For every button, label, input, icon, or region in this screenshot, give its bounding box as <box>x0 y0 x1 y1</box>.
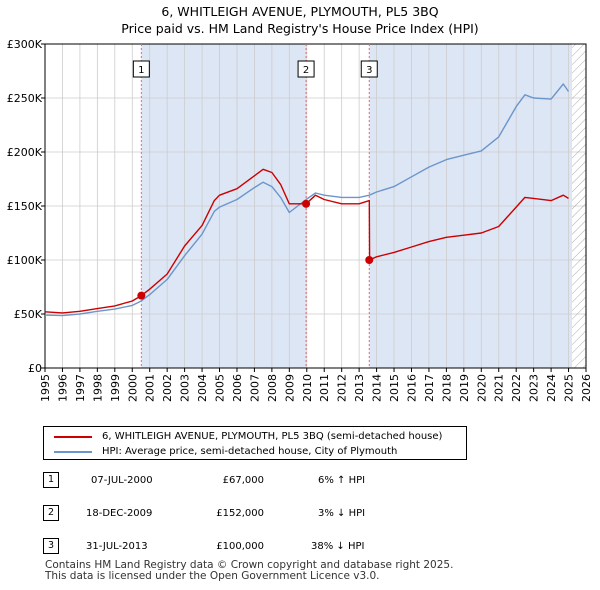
table-row: 1 07-JUL-2000 £67,000 6% ↑ HPI <box>0 472 600 492</box>
legend-item-property: 6, WHITLEIGH AVENUE, PLYMOUTH, PL5 3BQ (… <box>54 429 442 444</box>
x-tick-label: 2021 <box>493 374 506 402</box>
sale-marker-box <box>297 60 315 78</box>
footer-copyright: Contains HM Land Registry data © Crown c… <box>45 559 454 571</box>
table-row: 2 18-DEC-2009 £152,000 3% ↓ HPI <box>0 505 600 525</box>
sale-price: £152,000 <box>216 508 264 519</box>
x-tick-label: 1997 <box>74 374 87 402</box>
x-tick-label: 2015 <box>388 374 401 402</box>
sale-hpi-diff: 3% ↓ HPI <box>318 508 366 519</box>
x-tick-label: 1996 <box>56 374 69 402</box>
footer-credits: Contains HM Land Registry data © Crown c… <box>45 560 453 582</box>
sale-date: 18-DEC-2009 <box>86 508 153 519</box>
y-tick-label: £100K <box>7 254 43 267</box>
y-tick-label: £150K <box>7 200 43 213</box>
y-tick-label: £250K <box>7 92 43 105</box>
y-tick-label: £50K <box>14 308 43 321</box>
x-tick-label: 2012 <box>336 374 349 402</box>
x-tick-label: 2005 <box>214 374 227 402</box>
x-tick-label: 2025 <box>563 374 576 402</box>
x-tick-label: 2010 <box>301 374 314 402</box>
x-tick-label: 2008 <box>266 374 279 402</box>
price-chart: £0 £50K £100K £150K £200K £250K £300K 1995 1996 1… <box>7 38 593 402</box>
x-tick-label: 2022 <box>510 374 523 402</box>
x-tick-label: 2006 <box>231 374 244 402</box>
x-tick-label: 2016 <box>405 374 418 402</box>
y-tick-label: £300K <box>7 38 43 51</box>
x-tick-label: 2023 <box>528 374 541 402</box>
x-tick-label: 2003 <box>179 374 192 402</box>
chart-subtitle: Price paid vs. HM Land Registry's House … <box>121 21 479 36</box>
x-tick-label: 2013 <box>353 374 366 402</box>
legend-swatch-hpi <box>54 450 92 453</box>
sale-number-badge: 1 <box>43 472 59 488</box>
sale-price: £100,000 <box>216 541 264 552</box>
sale-point <box>137 291 146 300</box>
sale-number-badge: 3 <box>43 538 59 554</box>
sale-date: 31-JUL-2013 <box>86 541 148 552</box>
x-tick-label: 2000 <box>126 374 139 402</box>
x-tick-label: 2026 <box>580 374 593 402</box>
x-tick-label: 2014 <box>371 374 384 402</box>
sale-point <box>365 256 374 264</box>
chart-legend: 6, WHITLEIGH AVENUE, PLYMOUTH, PL5 3BQ (… <box>43 426 467 460</box>
sale-date: 07-JUL-2000 <box>91 475 153 486</box>
property-price-line <box>44 168 569 314</box>
y-tick-label: £0 <box>28 362 42 375</box>
legend-label-hpi: HPI: Average price, semi-detached house,… <box>102 446 398 457</box>
sale-number-badge: 2 <box>43 505 59 521</box>
x-tick-label: 2019 <box>458 374 471 402</box>
hpi-line <box>44 83 570 317</box>
legend-swatch-property <box>54 435 92 438</box>
sale-hpi-diff: 6% ↑ HPI <box>318 475 366 486</box>
x-tick-label: 2007 <box>248 374 261 402</box>
table-row: 3 31-JUL-2013 £100,000 38% ↓ HPI <box>0 538 600 558</box>
sale-price: £67,000 <box>222 475 264 486</box>
sale-marker-box <box>360 60 378 78</box>
x-tick-label: 2001 <box>144 374 157 402</box>
projection-hatch <box>572 44 586 368</box>
sale-marker-number: 3 <box>366 65 372 76</box>
x-tick-label: 2024 <box>545 374 558 402</box>
x-tick-label: 2011 <box>318 374 331 402</box>
legend-label-property: 6, WHITLEIGH AVENUE, PLYMOUTH, PL5 3BQ (… <box>102 431 443 442</box>
footer-license: This data is licensed under the Open Gov… <box>45 570 380 582</box>
x-tick-label: 2009 <box>283 374 296 402</box>
x-tick-label: 1998 <box>91 374 104 402</box>
x-tick-label: 2004 <box>196 374 209 402</box>
x-tick-label: 2018 <box>440 374 453 402</box>
x-tick-label: 2020 <box>475 374 488 402</box>
x-tick-label: 1995 <box>39 374 52 402</box>
x-tick-label: 2002 <box>161 374 174 402</box>
x-tick-label: 1999 <box>109 374 122 402</box>
sale-marker-number: 1 <box>138 65 144 76</box>
legend-item-hpi: HPI: Average price, semi-detached house,… <box>54 444 397 459</box>
sale-marker-box <box>132 60 150 78</box>
chart-title: 6, WHITLEIGH AVENUE, PLYMOUTH, PL5 3BQ <box>161 4 439 19</box>
y-tick-label: £200K <box>7 146 43 159</box>
sale-marker-number: 2 <box>303 65 309 76</box>
sale-point <box>302 199 311 208</box>
sale-hpi-diff: 38% ↓ HPI <box>311 541 365 552</box>
x-tick-label: 2017 <box>423 374 436 402</box>
